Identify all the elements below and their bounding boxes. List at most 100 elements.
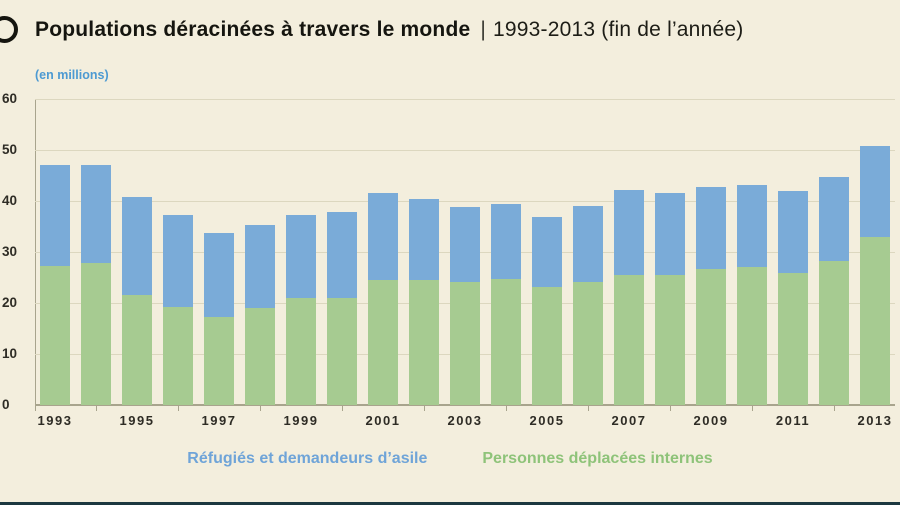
bar-segment-refugees-2001 bbox=[368, 192, 398, 280]
bar-2012 bbox=[819, 177, 849, 405]
bar-2002 bbox=[409, 199, 439, 405]
bar-1999 bbox=[286, 214, 316, 405]
x-axis-tick-1998 bbox=[260, 406, 261, 411]
bar-2000 bbox=[327, 212, 357, 405]
bar-2005 bbox=[532, 216, 562, 405]
bar-2009 bbox=[696, 186, 726, 405]
bar-segment-idp-1995 bbox=[122, 294, 152, 405]
bar-segment-refugees-2009 bbox=[696, 186, 726, 270]
bar-segment-idp-2004 bbox=[491, 278, 521, 405]
footer-strip bbox=[0, 502, 900, 505]
x-axis-label-2005: 2005 bbox=[529, 413, 565, 428]
bar-segment-refugees-1995 bbox=[122, 196, 152, 295]
x-axis-label-1997: 1997 bbox=[201, 413, 237, 428]
bar-segment-idp-1993 bbox=[40, 265, 70, 405]
chart-legend: Réfugiés et demandeurs d’asile Personnes… bbox=[0, 450, 900, 468]
bar-1998 bbox=[245, 224, 275, 405]
y-axis-tick-label: 10 bbox=[2, 346, 18, 361]
stacked-bar-chart bbox=[35, 99, 895, 411]
title-date-range: 1993-2013 (fin de l’année) bbox=[493, 18, 744, 41]
bar-1993 bbox=[40, 165, 70, 405]
bar-segment-idp-2009 bbox=[696, 269, 726, 405]
gridline-60 bbox=[35, 99, 895, 100]
bar-2013 bbox=[860, 146, 890, 405]
bar-2006 bbox=[573, 206, 603, 405]
x-axis-tick-2002 bbox=[424, 406, 425, 411]
bar-segment-idp-2007 bbox=[614, 275, 644, 405]
bar-segment-idp-2002 bbox=[409, 279, 439, 405]
title-separator: | bbox=[480, 18, 487, 41]
bar-segment-idp-1994 bbox=[81, 262, 111, 405]
bar-1997 bbox=[204, 232, 234, 405]
y-axis-tick-label: 60 bbox=[2, 91, 18, 106]
y-axis-tick-label: 0 bbox=[2, 397, 10, 412]
bar-segment-refugees-1998 bbox=[245, 224, 275, 309]
bar-1995 bbox=[122, 196, 152, 405]
bar-segment-refugees-2007 bbox=[614, 190, 644, 276]
x-axis-tick-2010 bbox=[752, 406, 753, 411]
bar-segment-idp-2008 bbox=[655, 275, 685, 405]
x-axis-label-2007: 2007 bbox=[611, 413, 647, 428]
bar-2011 bbox=[778, 190, 808, 405]
bar-segment-refugees-2008 bbox=[655, 193, 685, 276]
bar-segment-idp-2001 bbox=[368, 279, 398, 405]
bar-2004 bbox=[491, 203, 521, 405]
gridline-50 bbox=[35, 150, 895, 151]
bar-segment-idp-2000 bbox=[327, 297, 357, 405]
x-axis-tick-2012 bbox=[834, 406, 835, 411]
bar-segment-idp-2005 bbox=[532, 286, 562, 405]
legend-idp: Personnes déplacées internes bbox=[482, 450, 713, 467]
x-axis-tick-2004 bbox=[506, 406, 507, 411]
x-axis-label-2013: 2013 bbox=[857, 413, 893, 428]
x-axis-label-1999: 1999 bbox=[283, 413, 319, 428]
bar-segment-idp-2003 bbox=[450, 281, 480, 405]
x-axis-label-2011: 2011 bbox=[775, 413, 811, 428]
bar-segment-idp-2006 bbox=[573, 282, 603, 405]
bar-segment-idp-2010 bbox=[737, 266, 767, 405]
bar-segment-refugees-1994 bbox=[81, 165, 111, 263]
bar-segment-idp-1997 bbox=[204, 316, 234, 405]
bar-2003 bbox=[450, 206, 480, 405]
bar-segment-refugees-2004 bbox=[491, 203, 521, 279]
x-axis-tick-2000 bbox=[342, 406, 343, 411]
bar-segment-refugees-1993 bbox=[40, 165, 70, 266]
y-axis-unit-label: (en millions) bbox=[35, 68, 109, 82]
header: Populations déracinées à travers le mond… bbox=[35, 18, 895, 42]
bar-segment-refugees-2012 bbox=[819, 177, 849, 261]
x-axis-tick-2008 bbox=[670, 406, 671, 411]
bar-segment-refugees-2000 bbox=[327, 212, 357, 298]
x-axis-label-2003: 2003 bbox=[447, 413, 483, 428]
bar-segment-refugees-2006 bbox=[573, 206, 603, 283]
bar-segment-refugees-1999 bbox=[286, 214, 316, 298]
bar-segment-idp-1998 bbox=[245, 308, 275, 405]
bar-2001 bbox=[368, 192, 398, 405]
bar-segment-refugees-2003 bbox=[450, 206, 480, 282]
y-axis-tick-label: 20 bbox=[2, 295, 18, 310]
bar-segment-refugees-1996 bbox=[163, 215, 193, 307]
x-axis-label-1995: 1995 bbox=[119, 413, 155, 428]
bar-2007 bbox=[614, 190, 644, 405]
y-axis-tick-label: 40 bbox=[2, 193, 18, 208]
bar-2010 bbox=[737, 184, 767, 405]
bar-segment-refugees-2011 bbox=[778, 190, 808, 273]
bar-segment-idp-1996 bbox=[163, 306, 193, 405]
bar-segment-idp-2013 bbox=[860, 237, 890, 405]
x-axis-line bbox=[35, 404, 895, 406]
y-axis-tick-label: 50 bbox=[2, 142, 18, 157]
bar-segment-refugees-2013 bbox=[860, 146, 890, 238]
bar-1994 bbox=[81, 165, 111, 405]
gridline-40 bbox=[35, 201, 895, 202]
bar-segment-refugees-2002 bbox=[409, 199, 439, 280]
bar-segment-idp-2012 bbox=[819, 260, 849, 405]
x-axis-tick-1994 bbox=[96, 406, 97, 411]
x-axis-tick-1996 bbox=[178, 406, 179, 411]
x-axis-label-2001: 2001 bbox=[365, 413, 401, 428]
legend-refugees: Réfugiés et demandeurs d’asile bbox=[187, 450, 428, 467]
x-axis-label-2009: 2009 bbox=[693, 413, 729, 428]
bar-segment-refugees-1997 bbox=[204, 232, 234, 317]
ring-logo-icon bbox=[0, 16, 18, 43]
bar-segment-refugees-2005 bbox=[532, 216, 562, 287]
bar-1996 bbox=[163, 215, 193, 405]
x-axis-label-1993: 1993 bbox=[37, 413, 73, 428]
